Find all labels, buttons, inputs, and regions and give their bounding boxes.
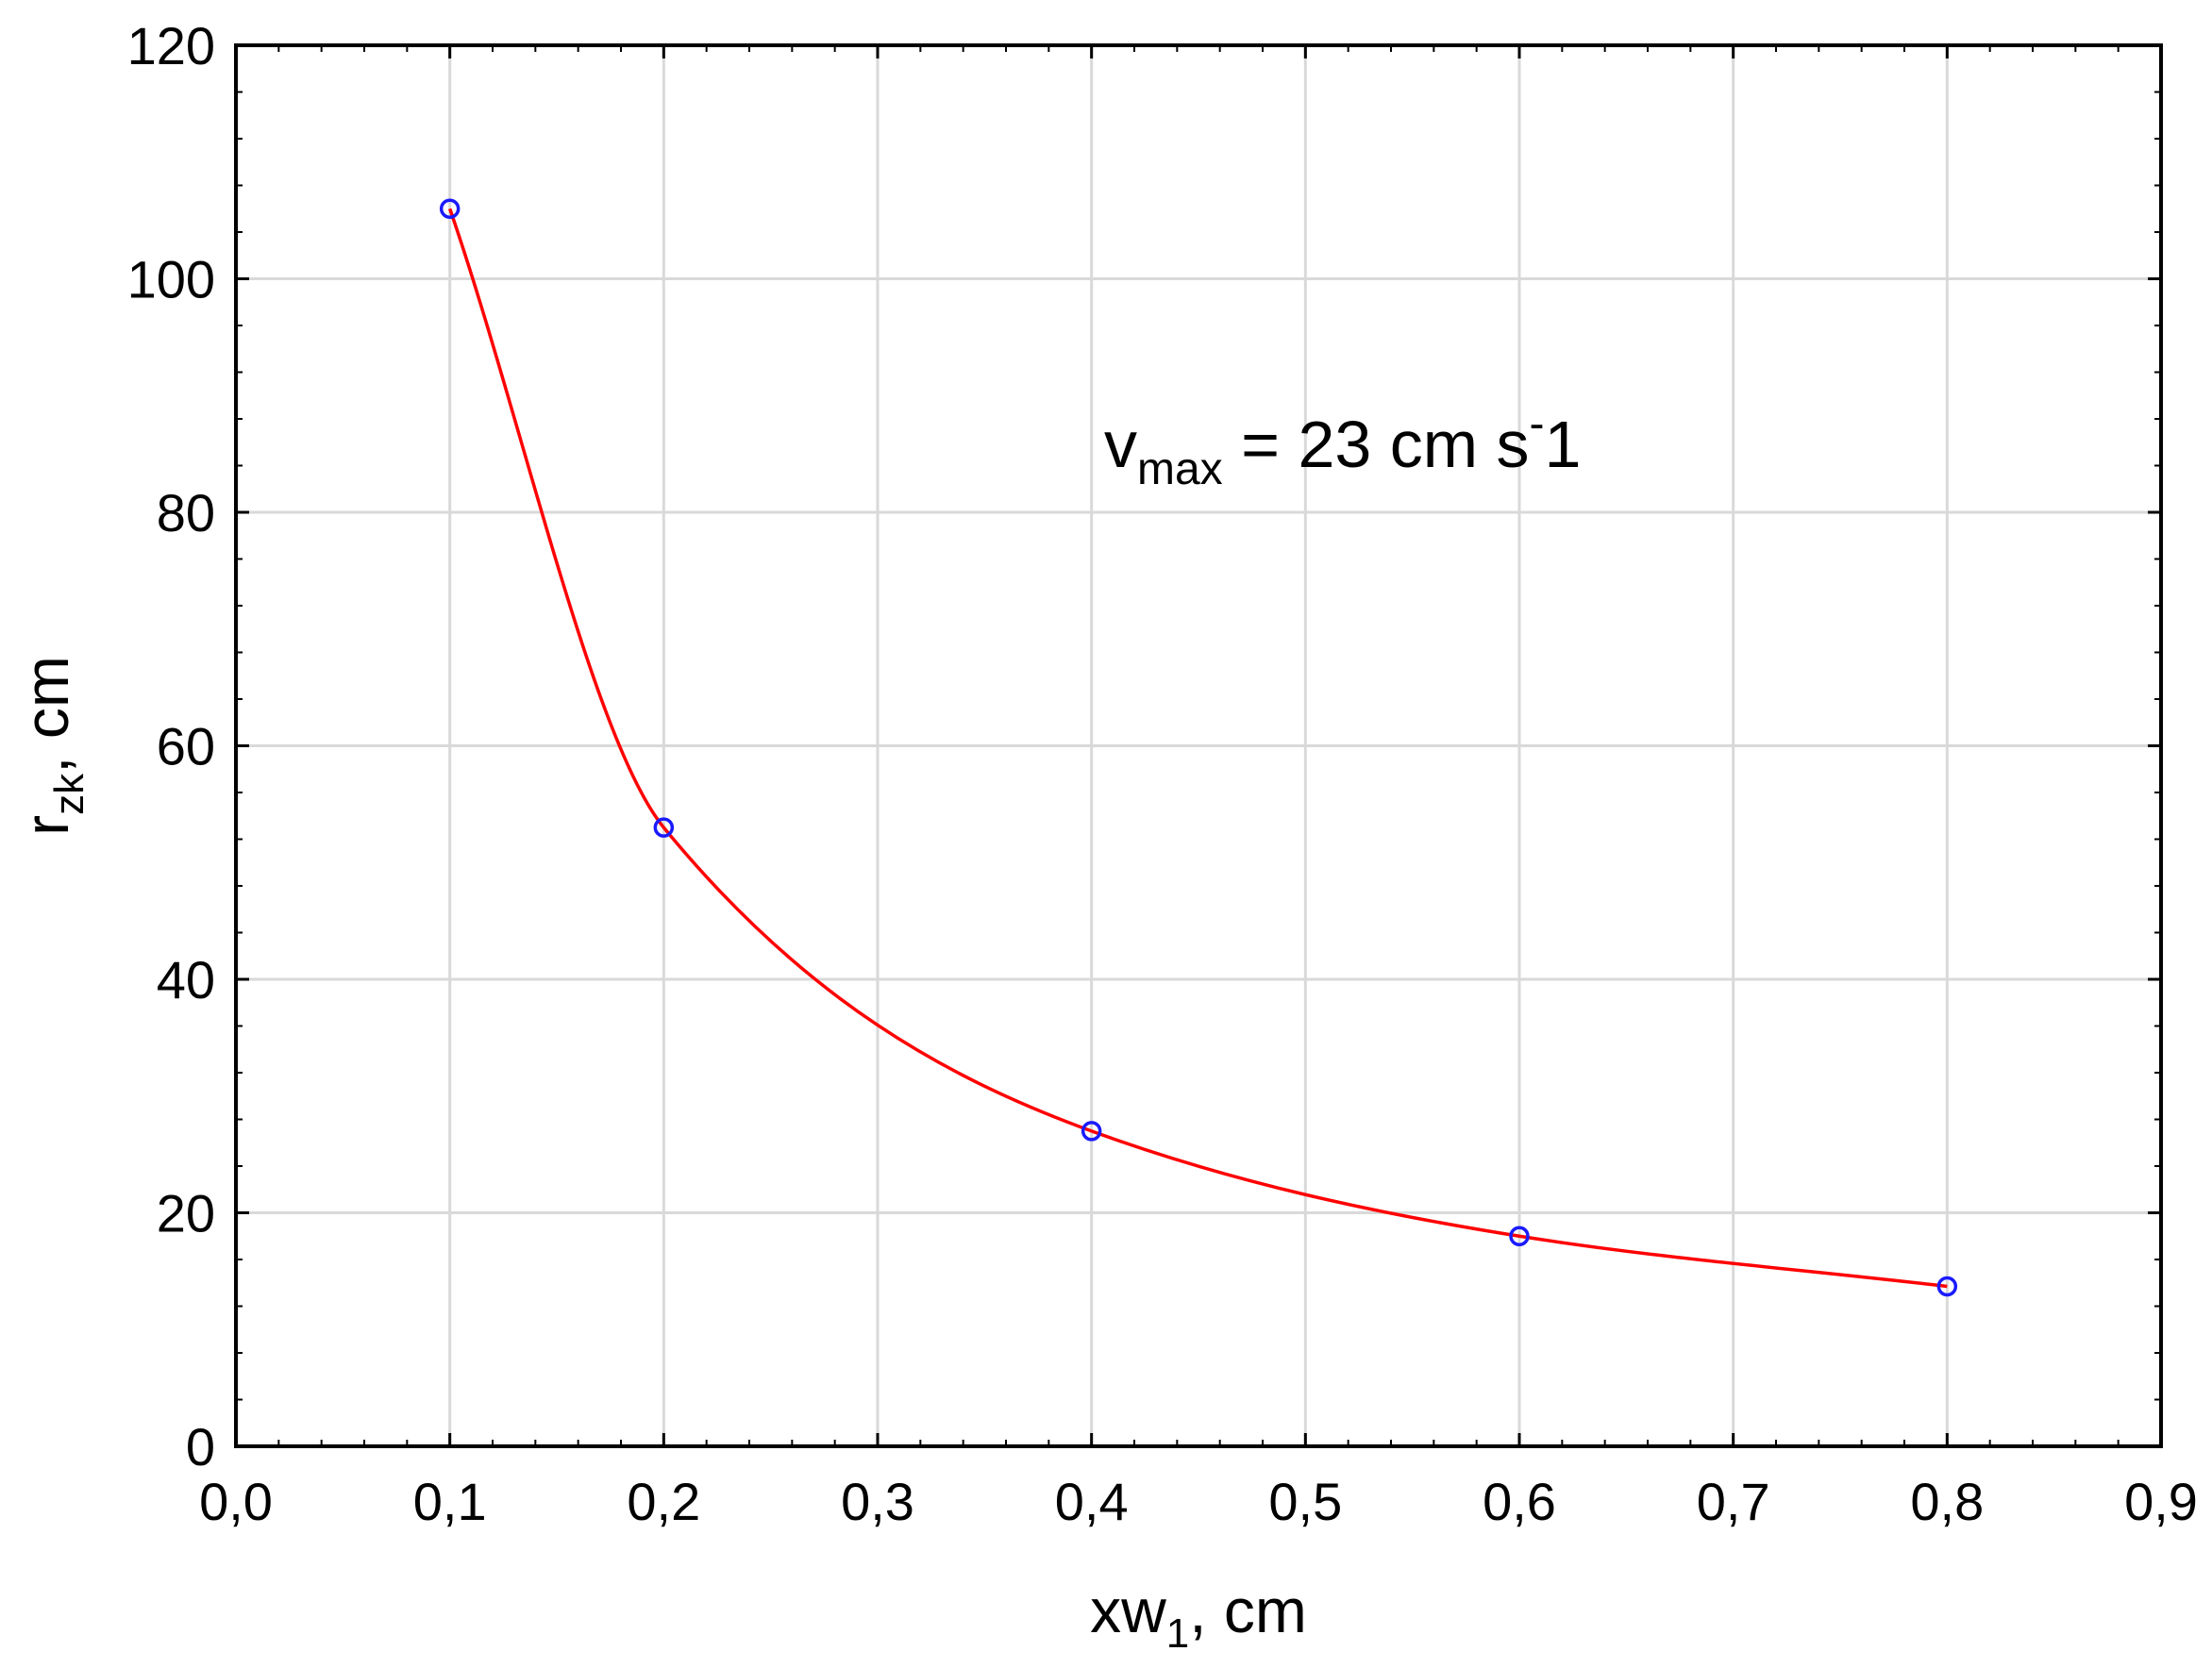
x-axis-label-sub: 1 bbox=[1166, 1610, 1189, 1657]
series bbox=[439, 198, 1958, 1297]
x-tick-label: 0,2 bbox=[627, 1472, 700, 1531]
series-line bbox=[448, 208, 1948, 1289]
x-tick-label: 0,9 bbox=[2124, 1472, 2198, 1531]
x-tick-label: 0,1 bbox=[413, 1472, 487, 1531]
y-axis-label: rzk, cm bbox=[11, 656, 92, 836]
annotation-sub: max bbox=[1137, 444, 1223, 494]
x-tick-label: 0,3 bbox=[841, 1472, 914, 1531]
annotation-vmax: vmax = 23 cm s-1 bbox=[1104, 399, 1581, 494]
x-axis-label-base: xw bbox=[1090, 1576, 1166, 1645]
data-point bbox=[1936, 1276, 1958, 1297]
x-tick-label: 0,6 bbox=[1483, 1472, 1556, 1531]
y-tick-label: 80 bbox=[157, 483, 215, 542]
y-tick-label: 60 bbox=[157, 717, 215, 776]
data-point bbox=[653, 817, 675, 838]
y-tick-label: 20 bbox=[157, 1184, 215, 1243]
y-tick-label: 120 bbox=[127, 16, 215, 75]
y-tick-label: 0 bbox=[186, 1417, 215, 1476]
data-point bbox=[1509, 1226, 1530, 1246]
y-axis-label-sub: zk bbox=[46, 773, 92, 815]
annotation-end: 1 bbox=[1545, 408, 1582, 481]
x-tick-labels: 0,0 0,1 0,2 0,3 0,4 0,5 0,6 0,7 0,8 0,9 bbox=[199, 1472, 2198, 1531]
data-point bbox=[439, 198, 461, 219]
x-tick-label: 0,4 bbox=[1055, 1472, 1129, 1531]
y-tick-labels: 0 20 40 60 80 100 120 bbox=[127, 16, 215, 1476]
y-axis-label-base: r bbox=[11, 815, 81, 836]
y-tick-label: 40 bbox=[157, 950, 215, 1009]
ticks bbox=[234, 43, 2163, 1448]
x-tick-label: 0,5 bbox=[1268, 1472, 1342, 1531]
data-point bbox=[1081, 1121, 1102, 1142]
y-axis-label-suffix: , cm bbox=[11, 656, 81, 774]
x-tick-label: 0,8 bbox=[1910, 1472, 1984, 1531]
x-axis-label: xw1, cm bbox=[1090, 1576, 1307, 1657]
annotation-base: v bbox=[1104, 408, 1137, 481]
x-axis-label-suffix: , cm bbox=[1189, 1576, 1307, 1645]
annotation-sup: - bbox=[1530, 399, 1545, 449]
grid bbox=[236, 45, 2161, 1446]
annotation-middle: = 23 cm s bbox=[1223, 408, 1530, 481]
x-tick-label: 0,7 bbox=[1697, 1472, 1770, 1531]
y-tick-label: 100 bbox=[127, 250, 215, 309]
x-tick-label: 0,0 bbox=[199, 1472, 273, 1531]
